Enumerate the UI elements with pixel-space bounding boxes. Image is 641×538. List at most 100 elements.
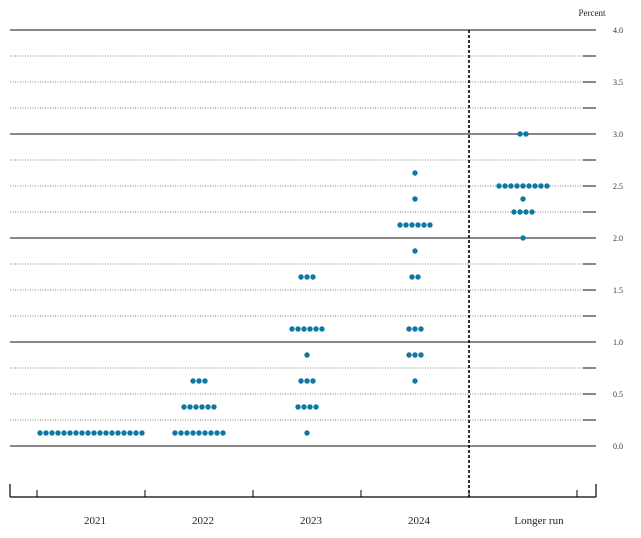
y-tick-labels: 0.0 0.5 1.0 1.5 2.0 2.5 3.0 3.5 4.0 [613,26,623,451]
dot-marker [523,209,529,215]
dot-marker [190,430,196,436]
dot-marker [211,404,217,410]
dots [37,131,550,436]
dot-marker [421,222,427,228]
dot-marker [184,430,190,436]
dot-marker [202,378,208,384]
y-tick-label: 0.0 [613,442,623,451]
dot-marker [304,274,310,280]
y-tick-label: 4.0 [613,26,623,35]
dot-marker [91,430,97,436]
dot-marker [304,378,310,384]
dot-marker [298,274,304,280]
dot-marker [415,222,421,228]
dot-marker [193,404,199,410]
dot-marker [208,430,214,436]
dot-marker [190,378,196,384]
dot-marker [412,248,418,254]
dot-marker [205,404,211,410]
y-tick-label: 3.0 [613,130,623,139]
dot-marker [517,209,523,215]
dot-marker [97,430,103,436]
dot-marker [412,326,418,332]
dot-marker [43,430,49,436]
dot-marker [502,183,508,189]
dot-marker [127,430,133,436]
dot-marker [523,131,529,137]
dot-marker [172,430,178,436]
dot-marker [178,430,184,436]
x-axis [9,30,597,498]
x-category-label: 2024 [408,515,431,527]
dot-marker [409,222,415,228]
x-category-label: 2023 [300,515,323,527]
dot-marker [412,196,418,202]
dot-marker [496,183,502,189]
x-category-label: 2021 [84,515,106,527]
y-axis-unit-label: Percent [578,8,606,18]
dot-marker [511,209,517,215]
y-tick-label: 2.0 [613,234,623,243]
dot-marker [187,404,193,410]
dot-marker [310,378,316,384]
dot-marker [529,209,535,215]
dot-marker [526,183,532,189]
dot-marker [427,222,433,228]
dot-marker [307,326,313,332]
dot-marker [538,183,544,189]
dot-marker [406,352,412,358]
dot-marker [199,404,205,410]
dot-marker [508,183,514,189]
dot-marker [79,430,85,436]
dot-marker [301,404,307,410]
dot-marker [85,430,91,436]
dot-marker [418,352,424,358]
dot-marker [181,404,187,410]
dot-marker [514,183,520,189]
dot-marker [196,378,202,384]
dot-marker [520,196,526,202]
dot-marker [67,430,73,436]
dot-marker [412,170,418,176]
dot-marker [289,326,295,332]
y-tick-label: 3.5 [613,78,623,87]
dot-marker [397,222,403,228]
dot-marker [403,222,409,228]
y-tick-label: 2.5 [613,182,623,191]
gridlines [10,29,596,447]
dot-marker [301,326,307,332]
dot-marker [121,430,127,436]
dot-marker [409,274,415,280]
dot-marker [73,430,79,436]
dot-marker [517,131,523,137]
dot-marker [214,430,220,436]
dot-marker [313,326,319,332]
dot-marker [139,430,145,436]
dot-marker [307,404,313,410]
x-category-label: 2022 [192,515,214,527]
dot-marker [202,430,208,436]
y-tick-label: 0.5 [613,390,623,399]
dot-marker [313,404,319,410]
dot-marker [532,183,538,189]
dot-marker [37,430,43,436]
dot-marker [196,430,202,436]
dot-marker [49,430,55,436]
x-category-label: Longer run [514,515,564,527]
dot-marker [61,430,67,436]
y-tick-label: 1.0 [613,338,623,347]
dot-marker [103,430,109,436]
dot-marker [304,352,310,358]
dot-marker [418,326,424,332]
dot-marker [310,274,316,280]
dot-marker [415,274,421,280]
dot-marker [544,183,550,189]
dot-marker [55,430,61,436]
dot-marker [412,378,418,384]
dot-marker [115,430,121,436]
dot-marker [295,326,301,332]
x-category-labels: 2021 2022 2023 2024 Longer run [84,515,564,527]
dot-marker [295,404,301,410]
dot-marker [406,326,412,332]
